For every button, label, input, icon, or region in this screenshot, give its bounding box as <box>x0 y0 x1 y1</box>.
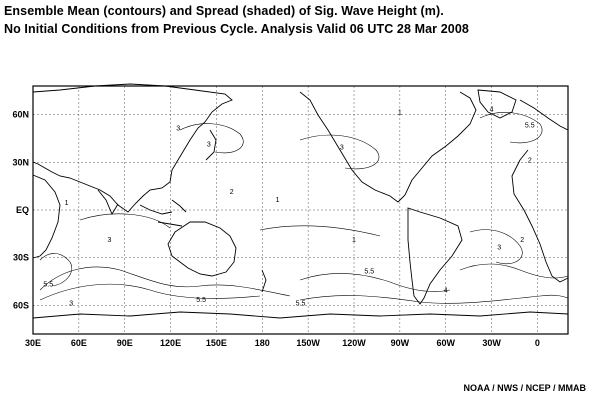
contour-value-label: 2 <box>528 157 532 164</box>
longitude-label: 150E <box>206 338 227 348</box>
coastline-eurasia <box>32 83 233 213</box>
longitude-label: 90W <box>391 338 410 348</box>
coastline-europe <box>519 99 569 131</box>
credit-label: NOAA / NWS / NCEP / MMAB <box>463 383 586 393</box>
longitude-label: 60E <box>71 338 87 348</box>
contour-line <box>459 263 569 279</box>
contour-value-label: 5.5 <box>525 122 535 129</box>
latitude-label: 30S <box>13 253 29 263</box>
contour-value-label: 3 <box>340 145 344 152</box>
coastline-africa-west <box>511 149 569 283</box>
coastline-south-america <box>407 207 463 305</box>
latitude-label: 30N <box>12 157 29 167</box>
longitude-label: 90E <box>117 338 133 348</box>
contour-value-label: 1 <box>65 200 69 207</box>
coastline-north-america <box>299 91 477 203</box>
contour-line <box>299 273 451 292</box>
coastline-antarctica <box>32 311 569 319</box>
contour-value-label: 3 <box>497 245 501 252</box>
contour-value-label: 5.5 <box>43 281 53 288</box>
contour-value-label: 5.5 <box>196 297 206 304</box>
latitude-label: 60N <box>12 110 29 120</box>
map-title-line-2: No Initial Conditions from Previous Cycl… <box>4 22 469 36</box>
coastline-japan <box>205 129 217 161</box>
contour-value-label: 1 <box>352 237 356 244</box>
coastline-indonesia <box>139 199 187 227</box>
longitude-label: 30W <box>482 338 501 348</box>
contour-line <box>479 112 543 144</box>
contour-value-label: 3 <box>69 300 73 307</box>
wave-height-contours <box>39 112 569 304</box>
coastline-greenland <box>477 89 517 119</box>
contour-value-label: 3 <box>176 126 180 133</box>
coastline-india <box>97 189 119 215</box>
contour-line <box>469 229 523 265</box>
contour-value-label: 3 <box>107 237 111 244</box>
contour-value-label: 5.5 <box>364 269 374 276</box>
longitude-label: 30E <box>25 338 41 348</box>
contour-value-label: 5.5 <box>296 300 306 307</box>
latitude-labels: 60N 30N EQ 30S 60S <box>12 110 29 311</box>
graticule <box>32 86 568 334</box>
contour-line <box>299 134 380 170</box>
contour-line <box>39 283 261 301</box>
coastlines <box>32 83 569 319</box>
coastline-new-zealand <box>261 269 267 293</box>
contour-value-label: 3 <box>207 141 211 148</box>
contour-value-label: 4 <box>444 288 448 295</box>
contour-line <box>79 213 171 229</box>
contour-value-label: 1 <box>398 110 402 117</box>
contour-value-label: 2 <box>520 237 524 244</box>
longitude-label: 120E <box>160 338 181 348</box>
contour-line <box>259 225 381 237</box>
longitude-label: 120W <box>342 338 366 348</box>
contour-value-label: 2 <box>230 189 234 196</box>
coastline-australia <box>167 221 237 277</box>
longitude-label: 180 <box>255 338 270 348</box>
latitude-label: 60S <box>13 300 29 310</box>
longitude-label: 0 <box>535 338 540 348</box>
contour-line <box>179 123 244 154</box>
coastline-africa-east <box>32 174 61 259</box>
contour-line <box>39 253 72 287</box>
contour-value-label: 1 <box>276 197 280 204</box>
contour-line <box>39 266 291 297</box>
map-frame <box>32 85 569 335</box>
longitude-label: 150W <box>296 338 320 348</box>
longitude-label: 60W <box>436 338 455 348</box>
contour-value-label: 4 <box>490 106 494 113</box>
contour-line <box>299 294 569 304</box>
latitude-label: EQ <box>16 205 29 215</box>
longitude-labels: 30E 60E 90E 120E 150E 180 150W 120W 90W 60W 30W 0 <box>25 338 540 348</box>
contour-value-labels: 1 3 5.5 3 3 3 2 1 3 1 1 5.5 5.5 5.5 3 2 4 5.5 2 4 <box>43 106 534 307</box>
map-title-line-1: Ensemble Mean (contours) and Spread (sha… <box>4 4 444 18</box>
